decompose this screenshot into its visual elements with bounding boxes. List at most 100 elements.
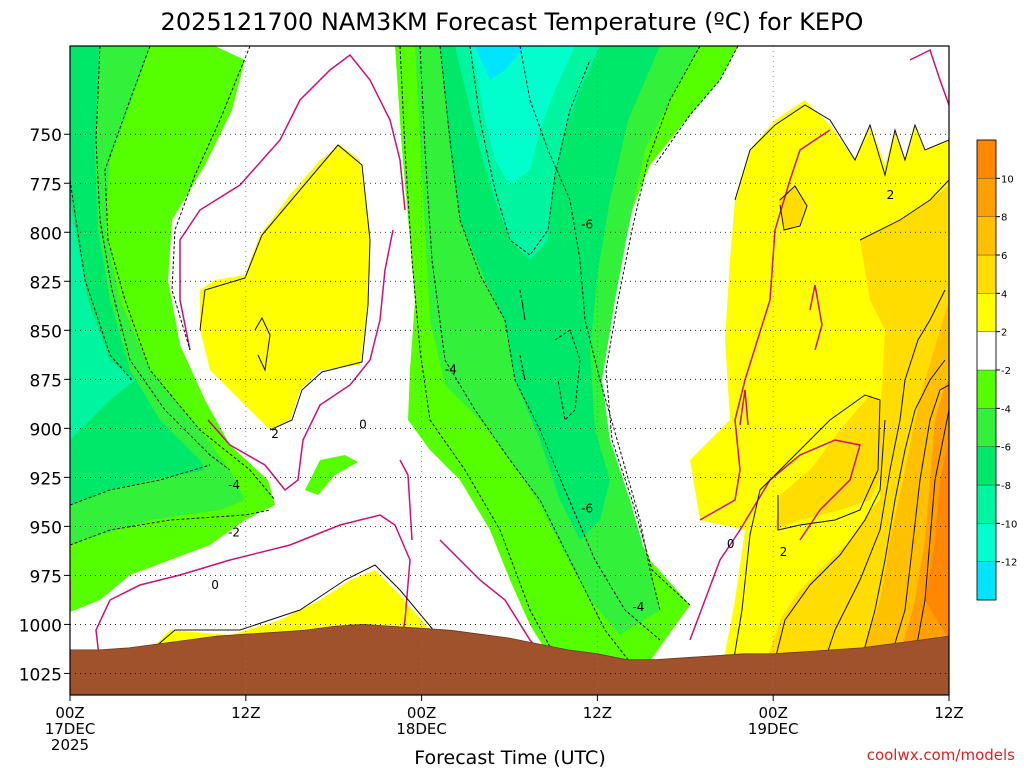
contour-zero-1 (179, 53, 406, 351)
contour-solid-8 (914, 409, 949, 656)
contour-dashed-11 (70, 464, 211, 506)
contour-label: -6 (581, 502, 593, 516)
contour-zero-7 (699, 129, 831, 521)
fill-right-gold-2 (775, 395, 890, 530)
contour-lines (70, 46, 949, 683)
contour-zero-6 (689, 439, 861, 641)
contour-dashed-13 (554, 329, 581, 422)
contour-label: 0 (211, 578, 219, 592)
y-tick-label: 900 (30, 420, 62, 440)
colorbar-label: -6 (1001, 443, 1011, 454)
contour-labels: -6 2 -4 2 0 -4 -2 0 -6 -4 0 2 (211, 188, 894, 614)
contour-solid-5 (819, 289, 946, 676)
terrain-ground (70, 623, 949, 695)
contour-dashed-10 (654, 46, 739, 166)
x-tick-label: 18DEC (396, 720, 447, 738)
colorbar-swatch (976, 216, 997, 256)
contour-dashed-3 (70, 179, 133, 381)
x-tick-label: 19DEC (748, 720, 799, 738)
colorbar-label: 8 (1001, 213, 1007, 224)
colorbar-swatch (976, 408, 997, 447)
temperature-fills (70, 46, 949, 695)
contour-dashed-8 (519, 46, 661, 611)
colorbar-swatch (976, 331, 997, 371)
contour-label: -4 (228, 478, 240, 492)
y-tick-label: 825 (30, 273, 62, 293)
contour-dashed-0 (171, 46, 251, 351)
contour-label: 2 (780, 545, 788, 559)
contour-solid-10 (199, 144, 371, 431)
x-axis-label: Forecast Time (UTC) (414, 747, 605, 768)
terrain (70, 623, 949, 695)
contour-solid-3 (729, 394, 881, 683)
contour-dashed-4 (399, 46, 561, 666)
colorbar-label: -10 (1001, 519, 1017, 530)
colorbar-swatch (976, 293, 997, 332)
colorbar-swatch (976, 561, 997, 601)
y-tick-label: 850 (30, 322, 62, 342)
colorbar-label: -2 (1001, 366, 1011, 377)
fill-mid-green-blob (305, 455, 358, 495)
colorbar-swatch (976, 484, 997, 524)
fill-right-orange-2 (925, 440, 949, 640)
contour-label: -2 (228, 525, 240, 539)
fill-left-yellow (200, 145, 370, 430)
chart-title: 2025121700 NAM3KM Forecast Temperature (… (161, 8, 864, 36)
contour-label: -4 (632, 600, 644, 614)
x-tick-label: 12Z (583, 704, 612, 722)
y-tick-label: 750 (30, 126, 62, 146)
contour-solid-0 (254, 316, 271, 372)
contour-zero-4 (399, 459, 413, 541)
contour-dashed-1 (104, 46, 276, 501)
colorbar-swatch (976, 369, 997, 409)
contour-zero-8 (909, 48, 949, 106)
contour-solid-12 (859, 179, 949, 241)
colorbar-swatch (976, 178, 997, 217)
colorbar-label: -4 (1001, 404, 1011, 415)
contour-label: 0 (359, 417, 367, 431)
contour-solid-4 (769, 419, 886, 681)
colorbar-swatch (976, 139, 997, 179)
colorbar: -12 -10 -8 -6 -4 -2 2 4 6 8 10 (976, 139, 1017, 601)
y-tick-label: 775 (30, 175, 62, 195)
contour-dashed-5 (419, 46, 641, 676)
x-tick-label: 12Z (231, 704, 260, 722)
colorbar-swatch (976, 254, 997, 294)
colorbar-swatch (976, 446, 997, 486)
y-tick-label: 800 (30, 224, 62, 244)
contour-zero-2 (207, 229, 394, 492)
contour-solid-9 (734, 104, 949, 201)
x-tick-label: 00Z (407, 704, 436, 722)
contour-dashed-6 (439, 46, 661, 641)
contour-solid-6 (859, 359, 946, 666)
contour-label: -4 (445, 363, 457, 377)
fill-center-cyan (470, 46, 575, 185)
contour-zero-10 (739, 389, 749, 426)
contour-label: -6 (581, 217, 593, 231)
y-axis: 750 775 800 825 850 875 900 925 950 975 1000 1025 (19, 126, 70, 685)
y-tick-label: 1000 (19, 616, 62, 636)
y-tick-label: 875 (30, 371, 62, 391)
y-tick-label: 950 (30, 518, 62, 538)
colorbar-swatch (976, 523, 997, 562)
contour-dashed-15 (519, 354, 526, 381)
contour-zero-9 (809, 284, 823, 351)
contour-dashed-14 (519, 289, 526, 321)
contour-label: 0 (727, 537, 735, 551)
y-tick-label: 975 (30, 567, 62, 587)
contour-label: 2 (887, 188, 895, 202)
credit-text: coolwx.com/models (867, 746, 1015, 764)
contour-solid-7 (889, 384, 949, 661)
contour-solid-11 (779, 185, 808, 231)
colorbar-label: 2 (1001, 328, 1007, 339)
x-tick-label: 17DEC (45, 720, 96, 738)
colorbar-label: 10 (1001, 174, 1014, 185)
colorbar-label: 6 (1001, 251, 1007, 262)
colorbar-label: -8 (1001, 481, 1011, 492)
x-tick-label: 00Z (55, 704, 84, 722)
contour-dashed-2 (95, 46, 231, 471)
x-tick-label: 12Z (934, 704, 963, 722)
plot-frame (69, 45, 950, 696)
